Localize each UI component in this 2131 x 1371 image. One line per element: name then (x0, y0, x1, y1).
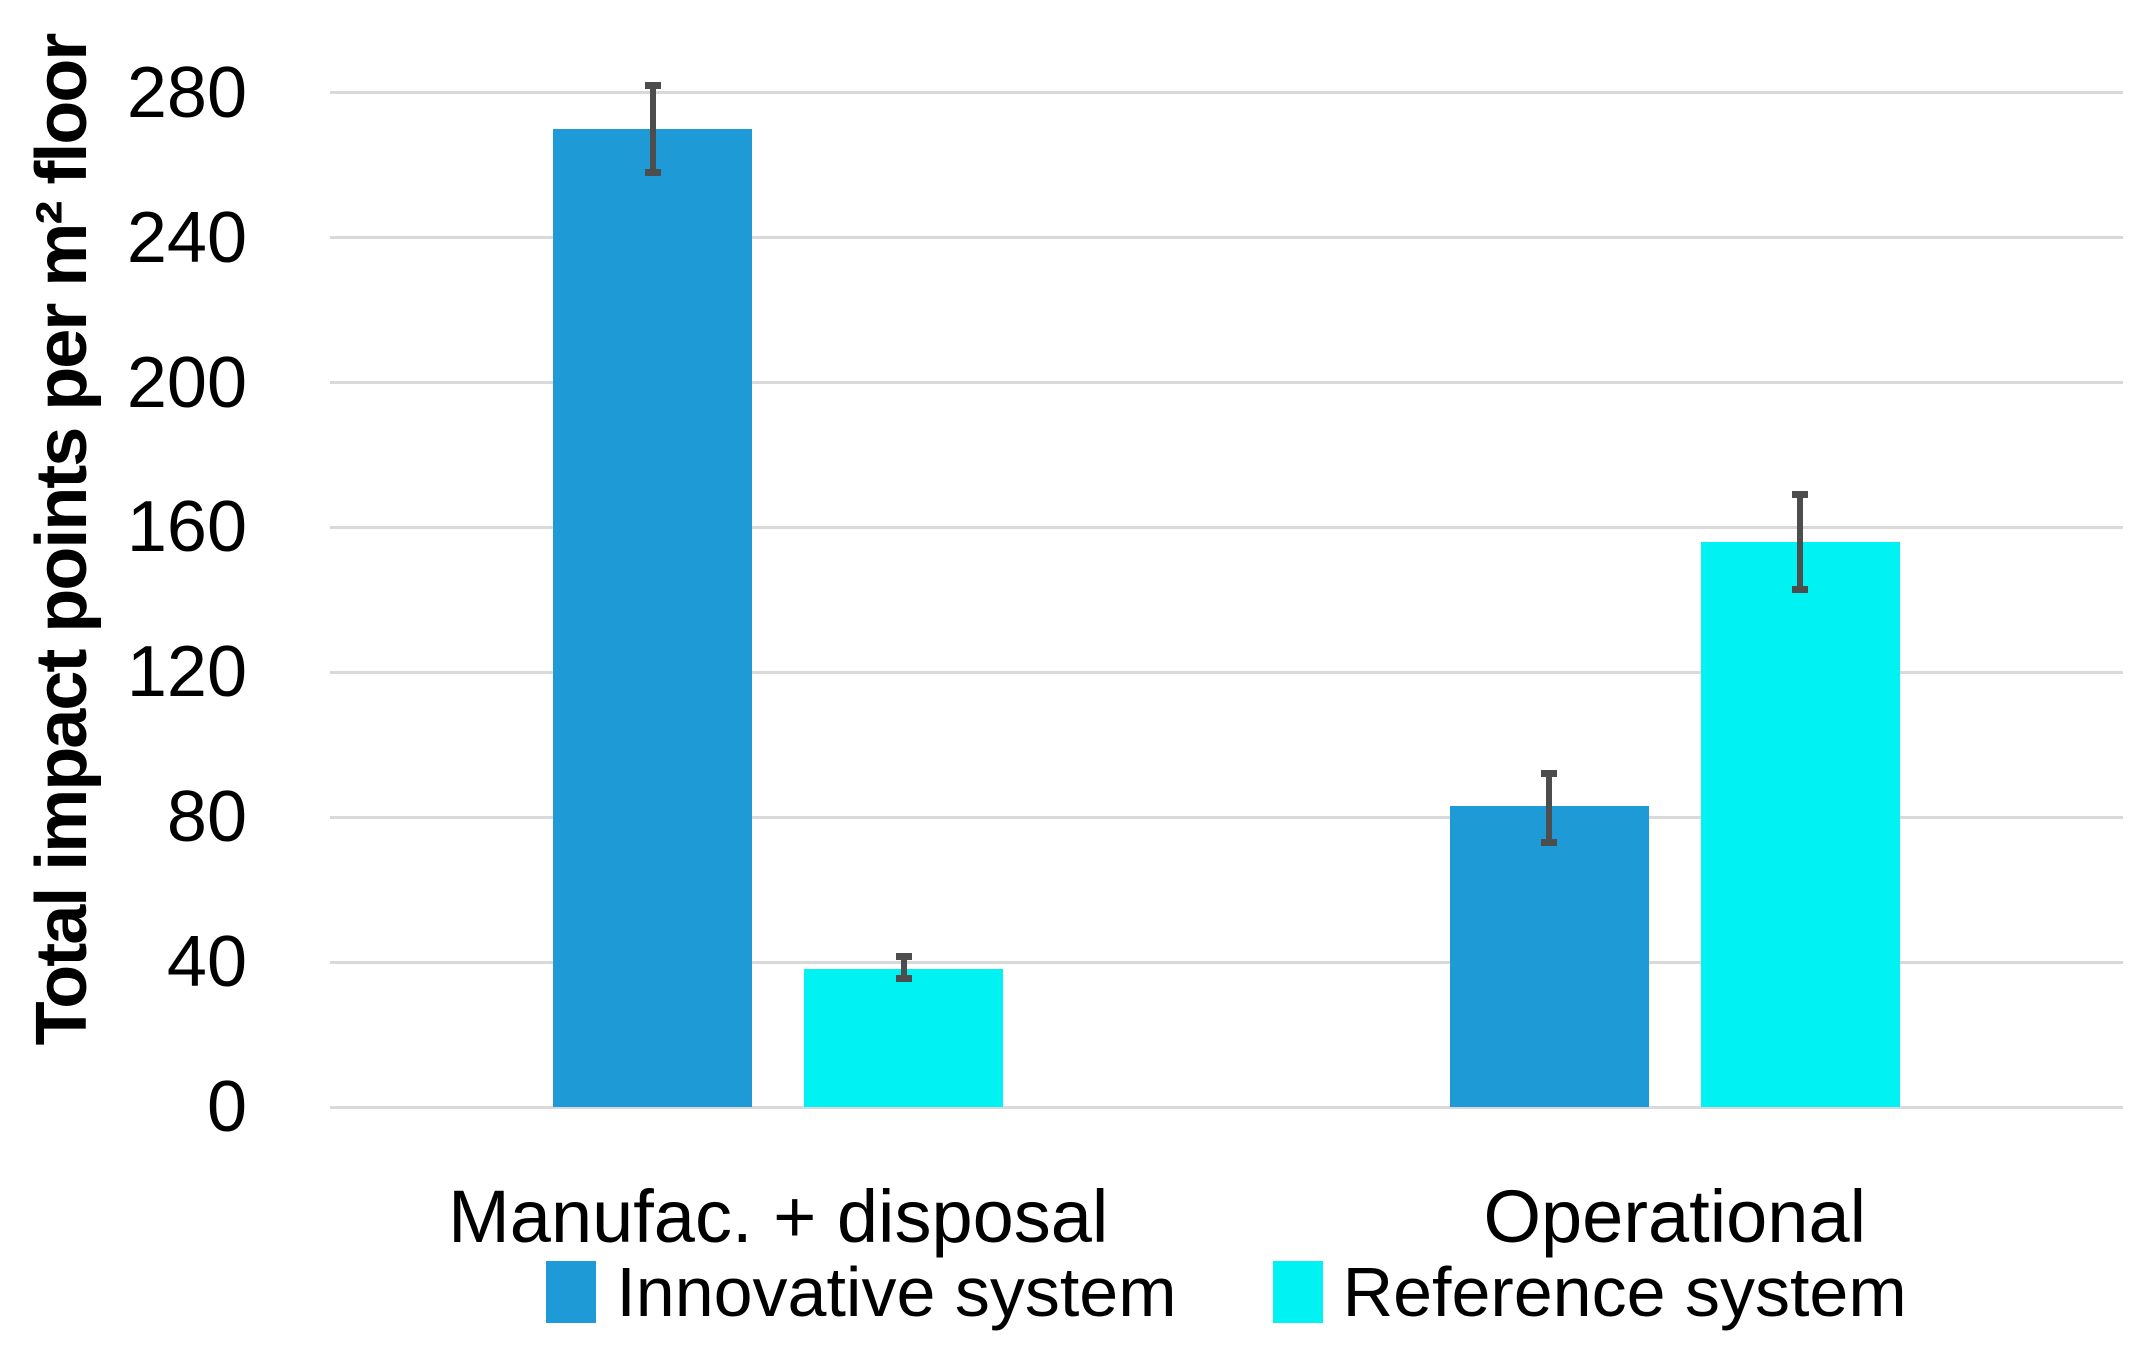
bar-reference-system-cat0 (804, 969, 1004, 1107)
error-bar-line (900, 953, 907, 983)
legend: Innovative system Reference system (330, 1252, 2123, 1332)
plot-area (330, 0, 2123, 1109)
error-bar-cap-bottom (895, 975, 912, 983)
error-bar-line (649, 81, 656, 177)
bar-innovative-system-cat0 (553, 129, 753, 1107)
gridline-y-240 (330, 236, 2123, 240)
category-label-1: Operational (1483, 1175, 1867, 1258)
y-tick-label-200: 200 (126, 342, 247, 423)
gridline-y-0 (330, 1105, 2123, 1109)
y-tick-label-0: 0 (206, 1067, 247, 1147)
y-tick-label-40: 40 (166, 922, 247, 1003)
error-bar-cap-top (1792, 491, 1809, 499)
gridline-y-120 (330, 670, 2123, 674)
category-label-0: Manufac. + disposal (448, 1175, 1109, 1258)
legend-label: Innovative system (616, 1253, 1177, 1331)
y-tick-label-280: 280 (126, 52, 247, 133)
y-tick-label-160: 160 (126, 487, 247, 568)
legend-swatch-icon (546, 1261, 597, 1323)
error-bar-line (1797, 491, 1804, 593)
error-bar-cap-top (644, 81, 661, 89)
legend-label: Reference system (1342, 1253, 1907, 1331)
error-bar-line (1546, 770, 1553, 847)
error-bar-cap-top (895, 953, 912, 961)
error-bar-cap-top (1541, 770, 1558, 778)
gridline-y-280 (330, 91, 2123, 95)
legend-item-innovative-system: Innovative system (546, 1252, 1177, 1332)
y-tick-label-80: 80 (166, 777, 247, 858)
bar-innovative-system-cat1 (1449, 806, 1649, 1107)
gridline-y-200 (330, 381, 2123, 385)
y-tick-label-240: 240 (126, 197, 247, 278)
gridline-y-80 (330, 815, 2123, 819)
error-bar-cap-bottom (1541, 839, 1558, 847)
error-bar-cap-bottom (644, 169, 661, 177)
y-tick-label-120: 120 (126, 632, 247, 713)
gridline-y-40 (330, 960, 2123, 964)
legend-item-reference-system: Reference system (1272, 1252, 1907, 1332)
legend-swatch-icon (1272, 1261, 1323, 1323)
bar-reference-system-cat1 (1700, 541, 1900, 1107)
gridline-y-160 (330, 525, 2123, 529)
error-bar-cap-bottom (1792, 585, 1809, 593)
